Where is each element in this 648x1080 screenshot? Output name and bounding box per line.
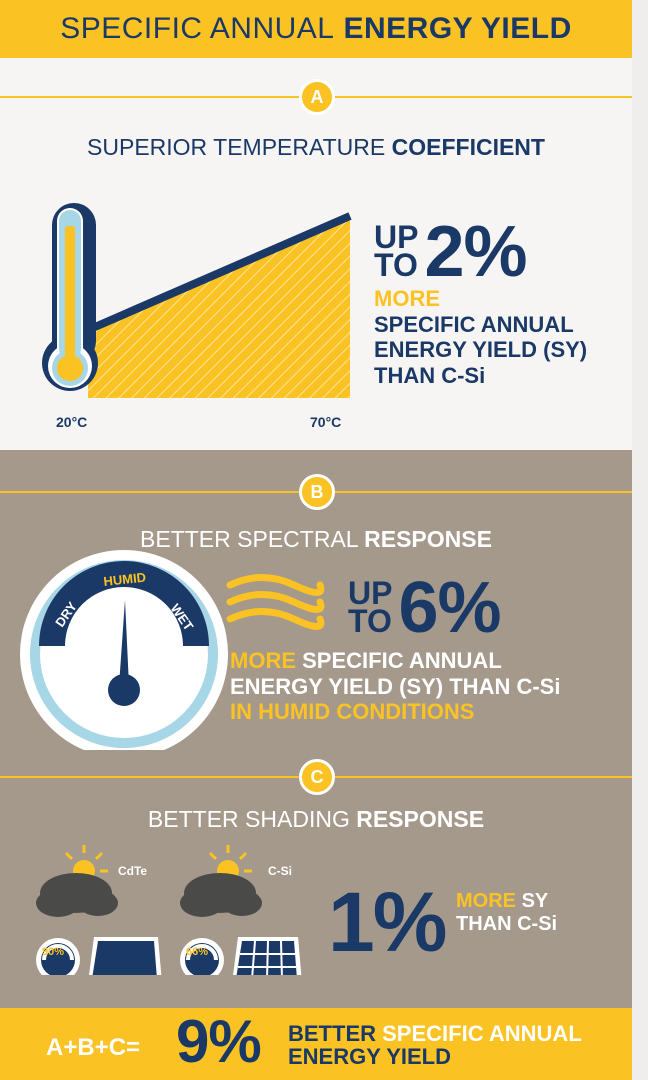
section-b-badge: B <box>299 474 335 510</box>
section-a-badge: A <box>299 79 335 115</box>
section-b-title: BETTER SPECTRAL RESPONSE <box>140 526 492 552</box>
section-a-highlight: UP TO 2% <box>374 212 528 292</box>
thermometer-icon <box>42 203 98 391</box>
footer-description: BETTER SPECIFIC ANNUAL ENERGY YIELD <box>288 1021 582 1070</box>
section-b-description: MORE SPECIFIC ANNUAL ENERGY YIELD (SY) T… <box>230 648 561 725</box>
header-banner: SPECIFIC ANNUAL ENERGY YIELD <box>0 0 632 58</box>
section-a-value: 2% <box>424 212 527 292</box>
section-c-description: MORE SY THAN C-Si <box>456 890 558 936</box>
energy-line <box>86 212 352 334</box>
cdte-sun-cloud-icon <box>36 845 118 917</box>
footer-value: 9% <box>176 1008 262 1075</box>
shading-panels-graphic <box>36 845 302 975</box>
temp-high-label: 70°C <box>310 414 342 430</box>
up-to-label-b: UP TO <box>348 575 393 639</box>
humidity-waves-icon <box>226 574 325 630</box>
csi-sun-cloud-icon <box>180 845 262 917</box>
csi-label: C-Si <box>268 864 292 878</box>
section-a-description: MORE SPECIFIC ANNUAL ENERGY YIELD (SY) T… <box>374 286 588 389</box>
temp-low-label: 20°C <box>56 414 88 430</box>
cdte-gauge-icon <box>36 938 80 975</box>
section-b-c: B BETTER SPECTRAL RESPONSE DRY HUMID WET <box>0 450 632 1008</box>
footer-formula: A+B+C= <box>46 1034 141 1061</box>
header-title-bold: ENERGY YIELD <box>343 12 572 45</box>
humidity-gauge-icon: DRY HUMID WET <box>20 550 228 750</box>
section-a-title-bold: COEFFICIENT <box>391 134 545 160</box>
gauge-humid-label: HUMID <box>103 570 147 589</box>
csi-gauge-icon <box>180 938 224 975</box>
humidity-gauge-graphic: DRY HUMID WET <box>20 550 325 750</box>
section-b-highlight: UP TO 6% <box>348 568 502 648</box>
section-b-value: 6% <box>398 568 501 648</box>
header-title-thin: SPECIFIC ANNUAL <box>60 12 335 45</box>
cdte-gauge-value: 90% <box>42 946 65 958</box>
cdte-panel-icon <box>89 937 162 975</box>
footer-banner: A+B+C= 9% BETTER SPECIFIC ANNUAL ENERGY … <box>0 1008 632 1080</box>
section-c-badge: C <box>299 759 335 795</box>
section-a: A SUPERIOR TEMPERATURE COEFFICIENT <box>0 58 632 450</box>
csi-panel-icon <box>233 937 302 975</box>
up-to-label: UP TO <box>374 219 419 283</box>
cdte-label: CdTe <box>118 864 148 878</box>
energy-area <box>88 216 350 398</box>
section-a-title-thin: SUPERIOR TEMPERATURE <box>87 134 386 160</box>
temperature-graphic <box>42 203 352 398</box>
section-c-title: BETTER SHADING RESPONSE <box>147 806 485 832</box>
section-a-title: SUPERIOR TEMPERATURE COEFFICIENT <box>0 134 632 161</box>
right-margin <box>632 0 648 1080</box>
section-c-value: 1% <box>328 875 447 969</box>
csi-gauge-value: 66% <box>186 946 209 958</box>
